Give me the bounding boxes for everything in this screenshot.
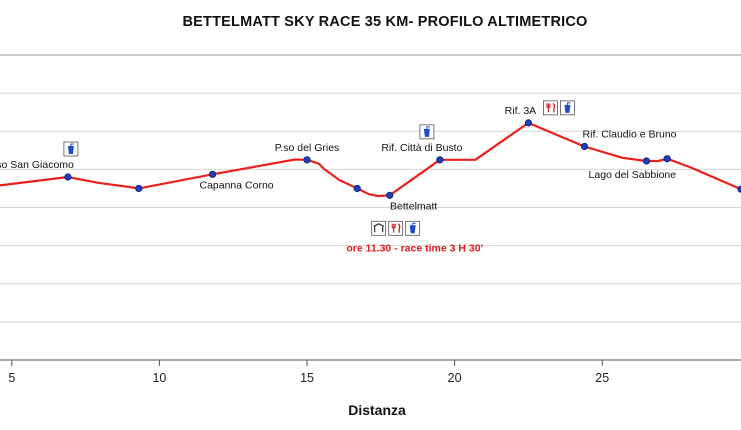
data-point — [580, 142, 589, 151]
x-axis: 5 10 15 20 25 — [0, 359, 741, 385]
data-point — [135, 184, 143, 193]
x-tick-label: 15 — [300, 371, 314, 385]
race-time-annotation: ore 11.30 - race time 3 H 30' — [346, 242, 483, 254]
waypoint-label: Rif. Claudio e Bruno — [583, 129, 677, 141]
water-icon — [560, 100, 575, 116]
data-point — [353, 184, 361, 193]
waypoint-label: P.so San Giacomo — [0, 159, 74, 171]
data-point — [524, 119, 533, 127]
data-point — [436, 156, 444, 164]
data-point — [208, 170, 217, 178]
food-icon — [388, 220, 404, 236]
waypoint-label: P.so del Gries — [275, 142, 340, 154]
water-icon — [63, 141, 79, 157]
x-tick-label: 5 — [8, 371, 15, 385]
service-icon-layer — [63, 100, 575, 236]
data-point — [386, 191, 394, 199]
x-tick-label: 20 — [448, 371, 462, 385]
waypoint-label-layer: P.so San Giacomo Capanna Corno P.so del Gr… — [0, 105, 677, 254]
waypoint-label: Capanna Corno — [199, 179, 273, 191]
water-icon — [405, 220, 421, 236]
waypoint-label: Bettelmatt — [390, 200, 437, 212]
data-point — [303, 156, 311, 164]
water-icon — [419, 124, 435, 140]
x-tick-label: 10 — [152, 371, 166, 385]
marker-layer — [64, 119, 741, 199]
chart-title: BETTELMATT SKY RACE 35 KM- PROFILO ALTIM… — [182, 14, 588, 30]
grid-layer — [0, 54, 741, 323]
food-icon — [543, 100, 558, 116]
x-axis-title: Distanza — [348, 402, 406, 418]
shelter-icon — [371, 220, 387, 236]
waypoint-label: Rif. 3A — [505, 105, 537, 117]
waypoint-label: Rif. Città di Busto — [381, 142, 462, 154]
waypoint-label: Lago del Sabbione — [589, 169, 677, 181]
data-point — [64, 173, 72, 181]
data-point — [663, 155, 671, 163]
x-tick-label: 25 — [595, 371, 609, 385]
data-point — [642, 157, 651, 165]
